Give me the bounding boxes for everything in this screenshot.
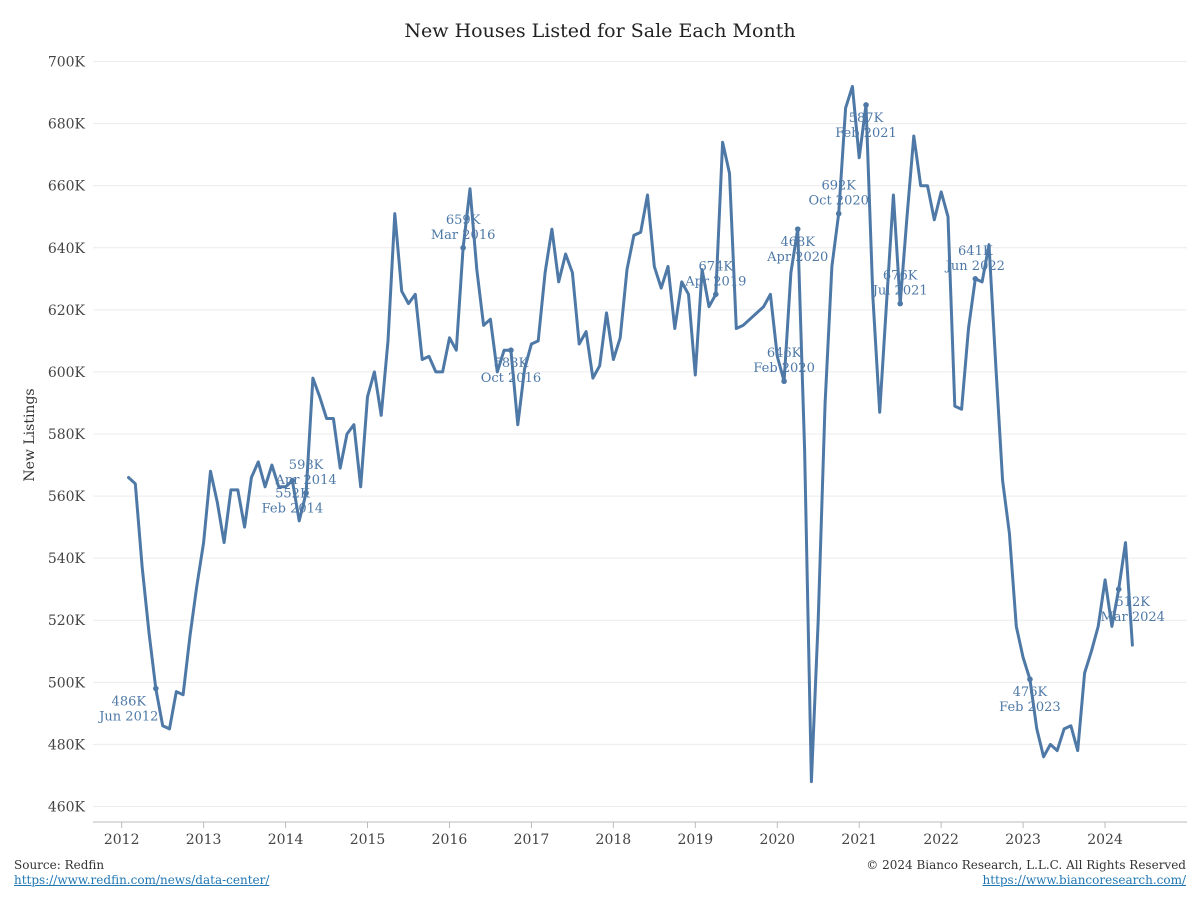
y-tick-label: 460K <box>48 799 86 815</box>
x-tick-label: 2022 <box>923 832 959 848</box>
x-tick-label: 2012 <box>104 832 140 848</box>
annotation-marker <box>863 102 869 108</box>
y-tick-label: 660K <box>48 179 86 195</box>
y-tick-label: 700K <box>48 55 86 71</box>
series <box>127 84 1134 784</box>
site-link[interactable]: https://www.biancoresearch.com/ <box>982 873 1186 887</box>
annotation-date: Feb 2021 <box>835 126 897 141</box>
x-tick-label: 2019 <box>677 832 713 848</box>
x-tick-label: 2016 <box>432 832 468 848</box>
annotation-marker <box>794 226 801 232</box>
annotation-value: 692K <box>821 179 856 194</box>
y-tick-label: 520K <box>48 613 86 629</box>
annotation-date: Oct 2016 <box>481 371 541 386</box>
annotation-value: 552K <box>275 487 310 502</box>
annotation-value: 674K <box>699 259 734 274</box>
annotation-date: Feb 2020 <box>753 361 815 376</box>
y-tick-label: 500K <box>48 675 86 691</box>
annotation-value: 587K <box>849 111 884 126</box>
annotation-date: Mar 2024 <box>1100 610 1165 625</box>
y-tick-label: 680K <box>48 117 86 133</box>
annotation-value: 646K <box>767 346 802 361</box>
x-axis: 2012 2013 2014 2015 2016 2017 2018 2019 2020 2021… <box>93 821 1187 848</box>
annotation-date: Apr 2020 <box>766 250 828 265</box>
annotation-marker <box>303 490 309 496</box>
annotation-marker <box>835 210 842 217</box>
annotation-value: 468K <box>780 235 815 250</box>
y-tick-label: 620K <box>48 303 86 319</box>
annotation-value: 486K <box>112 695 147 710</box>
y-tick-label: 560K <box>48 489 86 505</box>
annotation-value: 598K <box>289 458 324 473</box>
x-tick-label: 2021 <box>841 832 877 848</box>
annotation-marker <box>1027 676 1033 683</box>
x-tick-label: 2023 <box>1005 832 1041 848</box>
annotation-value: 676K <box>883 269 918 284</box>
x-tick-label: 2015 <box>350 832 386 848</box>
copyright-credit: © 2024 Bianco Research, L.L.C. All Right… <box>866 858 1186 888</box>
y-axis: 460K 480K 500K 520K 540K 560K 580K 600K 620K 640K… <box>48 55 86 816</box>
annotation-date: Apr 2014 <box>274 473 336 488</box>
annotation-date: Apr 2019 <box>684 274 746 289</box>
annotation-marker <box>781 378 787 385</box>
x-tick-label: 2014 <box>268 832 304 848</box>
annotation-marker <box>460 244 466 251</box>
annotation-value: 512K <box>1115 595 1150 610</box>
x-tick-label: 2017 <box>514 832 550 848</box>
y-axis-label: New Listings <box>22 388 38 481</box>
annotation-value: 476K <box>1013 685 1048 700</box>
annotation-date: Oct 2020 <box>809 194 869 209</box>
annotation-marker <box>1115 586 1122 592</box>
annotation-value: 641K <box>958 244 993 259</box>
source-label: Source: Redfin <box>14 858 105 872</box>
y-tick-label: 580K <box>48 427 86 443</box>
annotation-date: Jun 2022 <box>944 259 1005 274</box>
x-tick-label: 2018 <box>596 832 632 848</box>
annotation-marker <box>897 300 903 307</box>
grid <box>93 61 1187 807</box>
annotation-marker <box>289 477 296 484</box>
annotation-marker <box>153 685 159 692</box>
x-tick-label: 2024 <box>1087 832 1123 848</box>
y-tick-label: 640K <box>48 241 86 257</box>
y-tick-label: 480K <box>48 737 86 753</box>
annotation-marker <box>713 291 719 298</box>
annotation-date: Jul 2021 <box>871 284 928 299</box>
chart-title: New Houses Listed for Sale Each Month <box>404 20 795 42</box>
annotation-date: Mar 2016 <box>431 228 496 243</box>
copyright-text: © 2024 Bianco Research, L.L.C. All Right… <box>866 858 1186 872</box>
x-tick-label: 2020 <box>759 832 795 848</box>
annotation-value: 583K <box>494 356 529 371</box>
series-line <box>127 84 1134 784</box>
annotation-value: 659K <box>446 213 481 228</box>
annotation-date: Jun 2012 <box>97 710 158 725</box>
source-credit: Source: Redfin https://www.redfin.com/ne… <box>14 858 269 888</box>
y-tick-label: 540K <box>48 551 86 567</box>
source-link[interactable]: https://www.redfin.com/news/data-center/ <box>14 873 270 887</box>
annotation-marker <box>972 276 979 282</box>
y-tick-label: 600K <box>48 365 86 381</box>
x-tick-label: 2013 <box>186 832 222 848</box>
annotation-marker <box>508 347 514 353</box>
annotation-date: Feb 2014 <box>262 502 324 517</box>
annotation-date: Feb 2023 <box>999 700 1061 715</box>
